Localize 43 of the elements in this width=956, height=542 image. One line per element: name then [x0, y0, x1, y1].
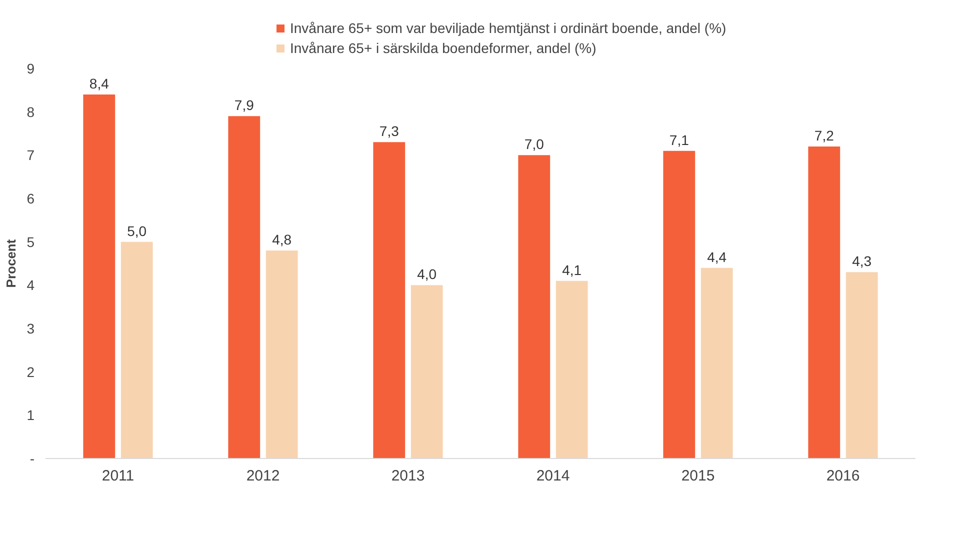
bar [556, 280, 588, 458]
data-label: 4,4 [707, 248, 727, 265]
data-label: 7,2 [814, 128, 834, 144]
bar [266, 250, 298, 458]
bar [700, 268, 733, 458]
data-label: 7,9 [234, 97, 254, 114]
y-tick-label: 7 [26, 147, 35, 164]
y-tick-label: 1 [26, 407, 35, 424]
bar [373, 142, 406, 458]
bar [518, 155, 550, 458]
data-label: 4,8 [272, 232, 292, 248]
legend-label: Invånare 65+ som var beviljade hemtjänst i ordinärt boende, andel (%) [290, 20, 726, 36]
legend-label: Invånare 65+ i särskilda boendeformer, andel (%) [290, 40, 596, 56]
y-tick-label: 8 [26, 104, 35, 120]
bar [846, 272, 878, 458]
bar [228, 116, 260, 458]
x-tick-label: 2011 [102, 468, 134, 484]
x-tick-label: 2015 [681, 468, 715, 484]
y-tick-label: - [30, 450, 35, 466]
data-label: 4,3 [852, 253, 872, 270]
y-tick-label: 6 [26, 190, 35, 206]
y-tick-label: 2 [26, 364, 35, 380]
data-label: 5,0 [127, 222, 147, 239]
bar [410, 285, 443, 458]
x-tick-label: 2012 [246, 468, 280, 484]
data-label: 4,0 [417, 266, 437, 282]
bar [83, 94, 116, 458]
bar [120, 242, 153, 458]
y-axis-title: Procent [4, 238, 19, 288]
x-tick-label: 2014 [536, 468, 570, 484]
y-tick-label: 4 [26, 277, 35, 294]
data-label: 7,3 [379, 123, 400, 140]
y-tick-label: 5 [26, 234, 35, 250]
y-tick-label: 9 [26, 60, 35, 76]
data-label: 8,4 [89, 76, 110, 92]
data-label: 7,0 [524, 136, 544, 152]
x-tick-label: 2013 [391, 468, 425, 484]
bar [663, 150, 696, 458]
data-label: 4,1 [562, 262, 582, 278]
x-tick-label: 2016 [826, 468, 860, 484]
y-tick-label: 3 [26, 320, 35, 336]
data-label: 7,1 [669, 132, 690, 148]
bar [808, 146, 840, 458]
